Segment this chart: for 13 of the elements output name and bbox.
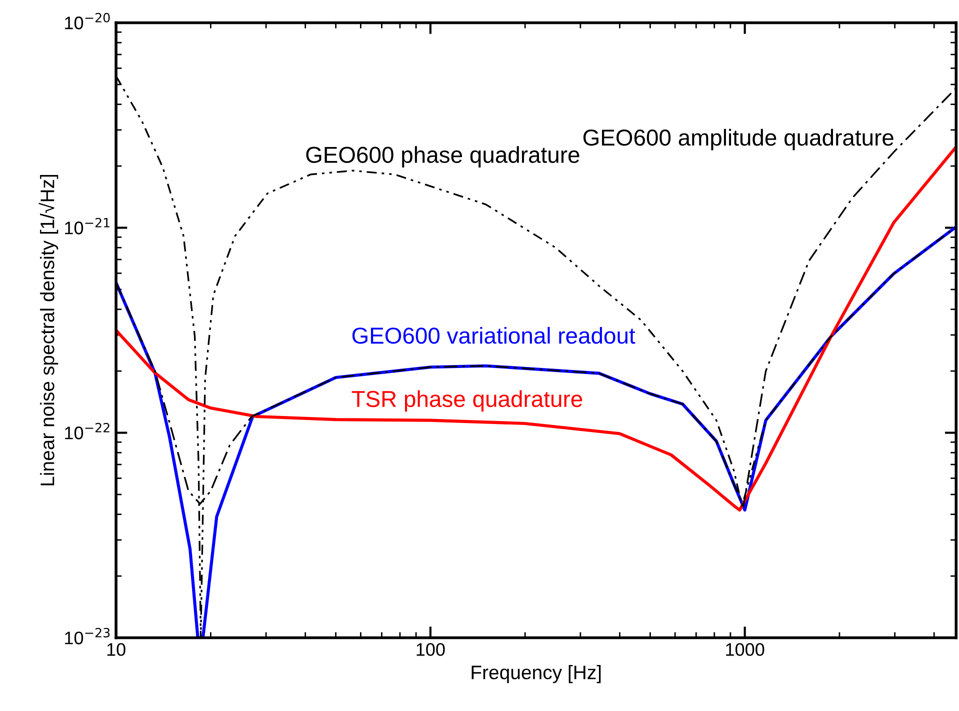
y-axis-title: Linear noise spectral density [1/√Hz] — [38, 174, 58, 486]
x-tick-label: 1000 — [726, 643, 764, 656]
y-tick-label: 10$^{−20}$ — [65, 12, 110, 30]
y-tick-label: 10$^{−22}$ — [65, 422, 110, 440]
x-axis-title: Frequency [Hz] — [472, 665, 601, 684]
series-label: TSR phase quadrature — [352, 390, 582, 412]
series-label: GEO600 amplitude quadrature — [583, 128, 894, 150]
series-label: GEO600 variational readout — [352, 326, 636, 344]
y-tick-label: 10$^{−23}$ — [65, 628, 110, 644]
x-tick-label: 10 — [107, 643, 126, 656]
series-label: GEO600 phase quadrature — [306, 146, 580, 168]
x-tick-label: 100 — [416, 643, 445, 656]
y-tick-label: 10$^{−21}$ — [65, 218, 110, 234]
